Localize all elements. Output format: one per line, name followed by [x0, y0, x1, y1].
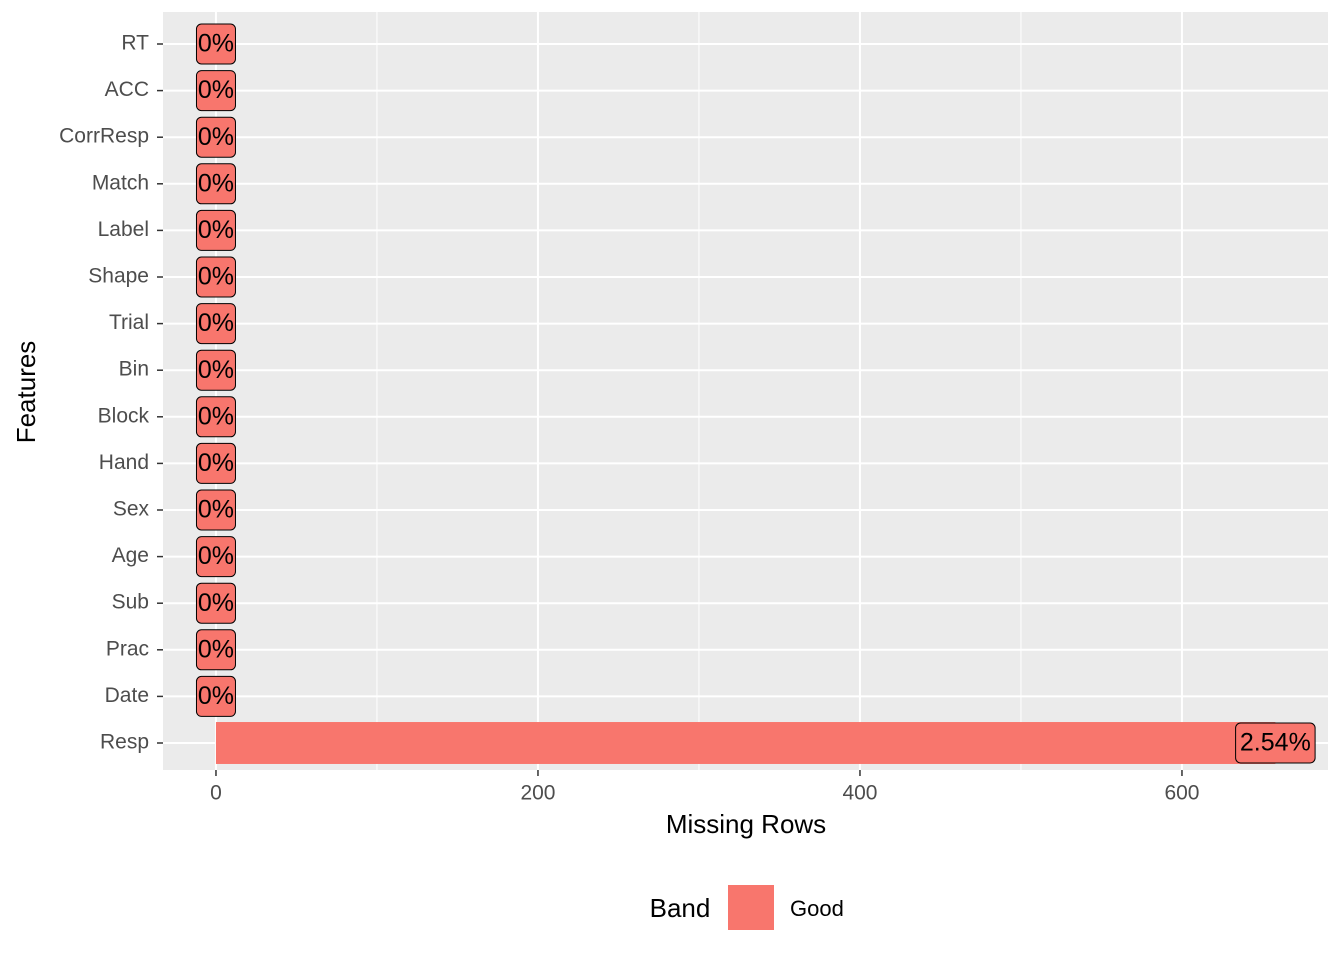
data-label-box: [195, 396, 236, 438]
data-label: 2.54%: [1240, 729, 1311, 757]
y-tick-label: ACC: [105, 78, 149, 101]
y-tick-label: Label: [98, 218, 149, 241]
data-label: 0%: [198, 216, 234, 244]
y-axis-title: Features: [11, 341, 41, 444]
data-label-box: [195, 303, 236, 345]
data-label-box: [195, 675, 236, 717]
y-tick-label: Sub: [112, 591, 149, 614]
data-label: 0%: [198, 356, 234, 384]
data-label: 0%: [198, 542, 234, 570]
x-tick-label: 0: [210, 782, 222, 805]
data-label-box: [195, 536, 236, 578]
data-label: 0%: [198, 263, 234, 291]
y-tick-label: Resp: [100, 731, 149, 754]
y-tick-label: Prac: [106, 637, 149, 660]
legend-key: [728, 885, 774, 930]
data-label-box: [1235, 722, 1316, 764]
x-axis-title: Missing Rows: [666, 809, 826, 839]
y-tick-label: RT: [121, 32, 149, 55]
x-tick-label: 600: [1164, 782, 1199, 805]
y-tick-label: Shape: [88, 265, 149, 288]
y-tick-label: Block: [98, 404, 150, 427]
data-label-box: [195, 163, 236, 205]
data-label: 0%: [198, 123, 234, 151]
data-label-box: [195, 442, 236, 484]
y-tick-label: Date: [105, 684, 149, 707]
y-tick-label: Bin: [119, 358, 149, 381]
y-tick-label: Match: [92, 171, 149, 194]
data-label: 0%: [198, 76, 234, 104]
data-label-box: [195, 489, 236, 531]
data-label-box: [195, 23, 236, 65]
data-label-box: [195, 256, 236, 298]
data-label-box: [195, 582, 236, 624]
panel: [163, 12, 1328, 770]
data-label: 0%: [198, 169, 234, 197]
data-label: 0%: [198, 496, 234, 524]
y-tick-label: Sex: [113, 498, 150, 521]
data-label-box: [195, 209, 236, 251]
legend-label: Good: [790, 896, 844, 921]
data-label: 0%: [198, 682, 234, 710]
data-label: 0%: [198, 635, 234, 663]
data-label: 0%: [198, 402, 234, 430]
data-label: 0%: [198, 589, 234, 617]
data-label: 0%: [198, 309, 234, 337]
y-tick-label: Trial: [109, 311, 149, 334]
y-tick-label: Hand: [99, 451, 149, 474]
data-label-box: [195, 629, 236, 671]
bar: [215, 722, 1276, 764]
data-label: 0%: [198, 30, 234, 58]
x-tick-label: 200: [520, 782, 555, 805]
y-tick-label: CorrResp: [59, 125, 149, 148]
data-label-box: [195, 349, 236, 391]
data-label-box: [195, 116, 236, 158]
x-tick-label: 400: [842, 782, 877, 805]
data-label-box: [195, 70, 236, 112]
legend-title: Band: [650, 893, 711, 923]
y-tick-label: Age: [112, 544, 149, 567]
data-label: 0%: [198, 449, 234, 477]
